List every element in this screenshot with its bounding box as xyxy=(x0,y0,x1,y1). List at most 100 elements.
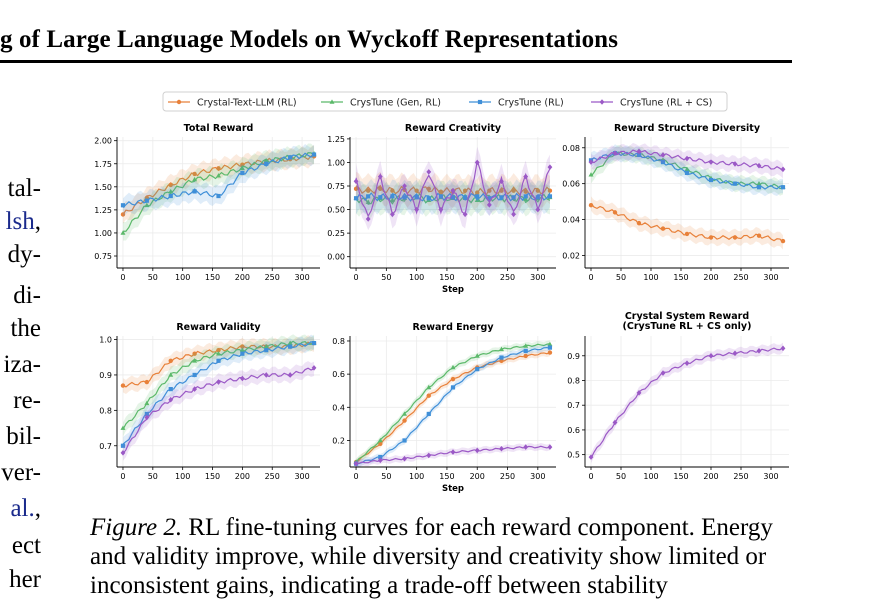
data-series xyxy=(120,334,317,452)
legend-marker xyxy=(176,99,182,105)
data-point xyxy=(523,353,528,359)
data-point xyxy=(511,195,516,200)
data-point xyxy=(498,346,504,352)
data-point xyxy=(365,216,371,222)
data-series xyxy=(120,144,317,217)
y-tick-label: 0.7 xyxy=(567,401,580,410)
data-point xyxy=(389,197,395,202)
data-point xyxy=(240,162,245,167)
data-point xyxy=(353,196,359,201)
legend-label: Crystal-Text-LLM (RL) xyxy=(197,98,297,109)
data-point xyxy=(168,193,173,199)
data-point xyxy=(475,190,480,195)
x-tick-label: 100 xyxy=(643,472,658,481)
data-point xyxy=(144,379,150,385)
data-point xyxy=(523,444,529,450)
x-axis-label: Step xyxy=(442,484,464,494)
data-point xyxy=(732,350,738,357)
data-point xyxy=(547,444,553,450)
x-tick-label: 100 xyxy=(409,472,424,481)
subplot: 0 50 100 150 200 250 300 0.00 0.25 0.50 0.75 1.00 1.… xyxy=(327,123,556,295)
subplot-title: (CrysTune RL + CS only) xyxy=(623,321,752,332)
data-point xyxy=(732,161,738,167)
data-point xyxy=(390,188,395,193)
y-tick-label: 0.02 xyxy=(562,251,580,260)
y-tick-label: 0.7 xyxy=(99,442,112,451)
data-point xyxy=(426,169,432,175)
x-tick-label: 300 xyxy=(763,273,778,282)
data-point xyxy=(684,231,690,237)
data-point xyxy=(756,162,762,169)
data-point xyxy=(353,186,359,192)
citation-link[interactable]: lsh xyxy=(5,208,35,235)
data-point xyxy=(365,188,371,193)
data-point xyxy=(450,187,456,194)
x-tick-label: 200 xyxy=(470,273,485,282)
data-point xyxy=(168,387,173,392)
x-tick-label: 0 xyxy=(354,472,359,481)
citation-link[interactable]: al. xyxy=(10,495,35,522)
subplot-title: Total Reward xyxy=(184,123,254,134)
data-point xyxy=(612,210,618,215)
data-point xyxy=(462,188,468,193)
data-series xyxy=(353,442,553,468)
data-point xyxy=(378,195,383,200)
y-tick-label: 0.8 xyxy=(332,337,345,346)
y-tick-label: 0.75 xyxy=(94,252,112,261)
data-point xyxy=(588,454,594,460)
series-line xyxy=(355,184,551,197)
data-point xyxy=(264,348,269,353)
data-point xyxy=(216,166,221,171)
x-tick-label: 150 xyxy=(439,273,454,282)
data-point xyxy=(311,152,317,157)
data-point xyxy=(588,159,594,165)
data-point xyxy=(523,194,528,199)
data-point xyxy=(499,188,504,193)
x-tick-label: 100 xyxy=(643,273,658,282)
x-tick-label: 150 xyxy=(673,273,688,282)
data-point xyxy=(402,195,407,200)
x-tick-label: 50 xyxy=(616,273,626,282)
data-point xyxy=(462,211,468,218)
data-point xyxy=(402,455,407,462)
x-tick-label: 0 xyxy=(120,273,125,282)
subplot-title: Reward Energy xyxy=(412,322,494,333)
line-text: dy- xyxy=(7,241,41,268)
data-point xyxy=(414,188,419,193)
data-point xyxy=(239,375,245,382)
y-tick-label: 1.75 xyxy=(94,160,112,169)
x-tick-label: 50 xyxy=(148,273,158,282)
data-point xyxy=(450,376,456,382)
data-point xyxy=(168,372,174,377)
y-tick-label: 0.75 xyxy=(327,182,345,191)
data-point xyxy=(438,194,443,199)
data-point xyxy=(660,226,666,231)
data-point xyxy=(487,196,492,201)
y-tick-label: 0.2 xyxy=(332,436,345,445)
data-point xyxy=(144,411,149,416)
x-tick-label: 200 xyxy=(703,273,718,282)
data-point xyxy=(499,178,504,185)
left-column-line: ver- xyxy=(1,459,41,487)
subplot-title: Reward Validity xyxy=(176,322,261,333)
data-point xyxy=(499,195,504,200)
data-point xyxy=(168,182,173,188)
data-point xyxy=(511,211,516,218)
x-tick-label: 200 xyxy=(235,472,250,481)
data-point xyxy=(120,425,126,430)
data-point xyxy=(708,177,714,183)
data-point xyxy=(547,350,553,355)
series-line xyxy=(355,192,551,205)
legend-marker xyxy=(329,99,335,104)
data-point xyxy=(263,344,269,349)
data-point xyxy=(547,345,553,350)
x-tick-label: 0 xyxy=(120,472,125,481)
left-column-line: bil- xyxy=(6,423,41,451)
y-tick-label: 0.9 xyxy=(567,352,580,361)
data-point xyxy=(708,159,714,165)
data-point xyxy=(216,173,221,178)
data-point xyxy=(192,372,197,378)
data-point xyxy=(588,202,594,208)
subplot: 0 50 100 150 200 250 300 0.7 0.8 0.9 1.0 Reward Val… xyxy=(99,322,320,481)
legend-entry: Crystal-Text-LLM (RL) xyxy=(168,98,297,109)
